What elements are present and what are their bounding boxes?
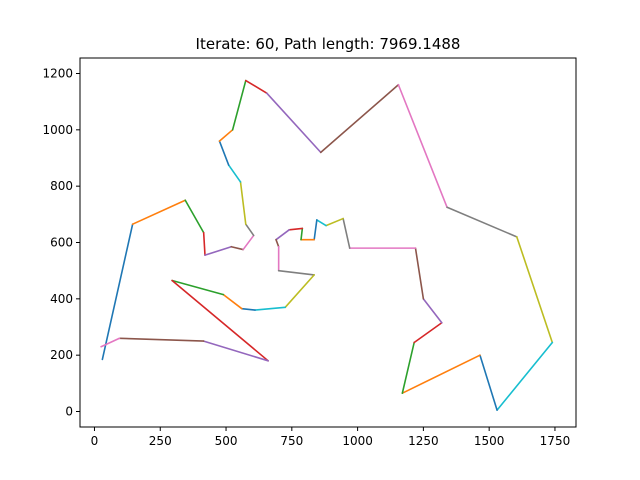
- path-segment-36: [275, 238, 280, 248]
- path-segment-15: [266, 92, 322, 154]
- path-segment-38: [277, 269, 315, 276]
- path-segment-29: [325, 217, 344, 227]
- path-segment-43: [171, 279, 225, 296]
- path-segment-31: [313, 219, 318, 241]
- path-segment-41: [241, 307, 256, 311]
- path-segment-24: [413, 321, 443, 344]
- y-tick-label: 200: [50, 348, 73, 362]
- x-tick-label: 750: [280, 434, 303, 448]
- path-segment-20: [496, 341, 554, 411]
- path-segments: [100, 79, 554, 411]
- x-tick-label: 0: [91, 434, 99, 448]
- path-segment-1: [101, 223, 134, 361]
- path-segment-44: [171, 279, 269, 362]
- path-segment-6: [230, 245, 244, 251]
- axes-frame: [79, 57, 577, 428]
- path-segment-19: [515, 236, 554, 344]
- path-segment-4: [202, 231, 206, 256]
- y-tick-label: 1200: [42, 66, 73, 80]
- x-tick-label: 1250: [408, 434, 439, 448]
- y-tick-label: 800: [50, 179, 73, 193]
- path-segment-22: [401, 354, 481, 394]
- path-segment-34: [288, 227, 304, 231]
- path-segment-46: [118, 337, 205, 342]
- path-segment-7: [242, 234, 255, 251]
- path-segment-14: [244, 79, 268, 95]
- path-segment-35: [275, 229, 290, 241]
- path-segment-10: [227, 164, 242, 183]
- y-tick-label: 0: [65, 405, 73, 419]
- x-tick-label: 1750: [540, 434, 571, 448]
- y-axis-ticks: 0 200 400 600 800 1000 1200: [42, 66, 80, 419]
- path-segment-23: [401, 341, 415, 394]
- path-segment-11: [218, 140, 230, 166]
- path-segment-47: [100, 337, 121, 348]
- path-segment-21: [479, 354, 498, 411]
- x-axis-ticks: 0 250 500 750 1000 1250 1500 1750: [91, 427, 571, 448]
- x-tick-label: 1000: [342, 434, 373, 448]
- y-tick-label: 600: [50, 236, 73, 250]
- path-segment-28: [342, 217, 351, 249]
- path-segment-12: [218, 129, 234, 142]
- path-segment-5: [204, 245, 233, 256]
- path-segment-3: [184, 199, 205, 234]
- path-segment-17: [397, 83, 448, 209]
- x-tick-label: 1500: [474, 434, 505, 448]
- chart-title: Iterate: 60, Path length: 7969.1488: [196, 35, 461, 53]
- path-segment-13: [231, 79, 247, 131]
- x-tick-label: 250: [149, 434, 172, 448]
- path-segment-26: [414, 247, 425, 300]
- path-segment-18: [446, 206, 518, 238]
- path-segment-9: [239, 181, 247, 225]
- path-segment-2: [131, 199, 187, 225]
- path-segment-42: [222, 293, 243, 310]
- path-segment-33: [300, 227, 304, 241]
- path-segment-40: [254, 306, 287, 311]
- path-segment-25: [422, 298, 443, 324]
- path-segment-30: [316, 219, 327, 227]
- path-segment-45: [202, 340, 269, 362]
- x-tick-label: 500: [215, 434, 238, 448]
- path-segment-39: [284, 274, 315, 309]
- y-tick-label: 400: [50, 292, 73, 306]
- y-tick-label: 1000: [42, 123, 73, 137]
- path-segment-16: [319, 83, 400, 154]
- path-segment-8: [244, 223, 255, 237]
